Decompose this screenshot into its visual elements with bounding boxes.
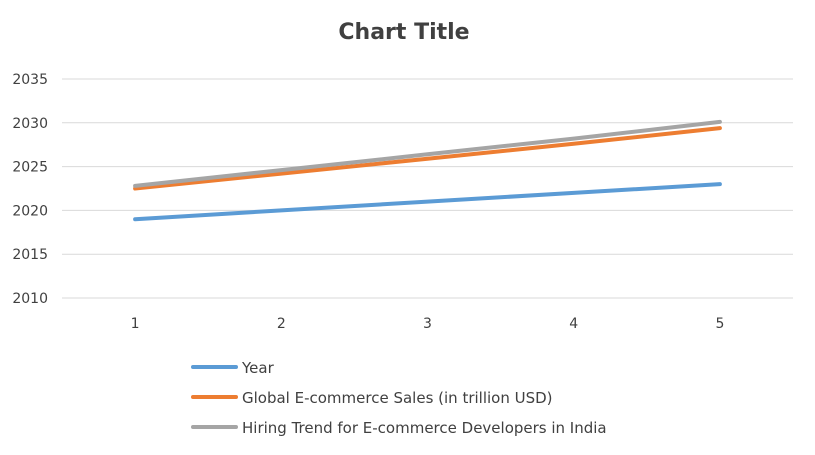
- chart-title: Chart Title: [338, 20, 469, 45]
- x-tick-label: 5: [715, 316, 724, 332]
- legend: Year Global E-commerce Sales (in trillion…: [191, 359, 607, 437]
- y-tick-label: 2010: [12, 291, 48, 307]
- series-line-1: [133, 126, 722, 191]
- gridlines: [62, 78, 793, 299]
- series-line-2: [133, 119, 722, 188]
- x-tick-label: 4: [569, 316, 578, 332]
- x-tick-label: 3: [423, 316, 432, 332]
- y-tick-label: 2015: [12, 247, 48, 263]
- legend-label-1: Global E-commerce Sales (in trillion USD…: [242, 389, 553, 407]
- legend-label-2: Hiring Trend for E-commerce Developers i…: [242, 419, 607, 437]
- y-tick-label: 2025: [12, 160, 48, 176]
- y-tick-label: 2020: [12, 203, 48, 219]
- x-tick-label: 2: [277, 316, 286, 332]
- series-line-0: [133, 182, 722, 222]
- x-axis-ticks: 1 2 3 4 5: [131, 316, 725, 332]
- y-tick-label: 2030: [12, 116, 48, 132]
- y-tick-label: 2035: [12, 72, 48, 88]
- legend-label-0: Year: [241, 359, 275, 377]
- x-tick-label: 1: [131, 316, 140, 332]
- y-axis-ticks: 2010 2015 2020 2025 2030 2035: [12, 72, 48, 307]
- series-lines: [133, 119, 722, 222]
